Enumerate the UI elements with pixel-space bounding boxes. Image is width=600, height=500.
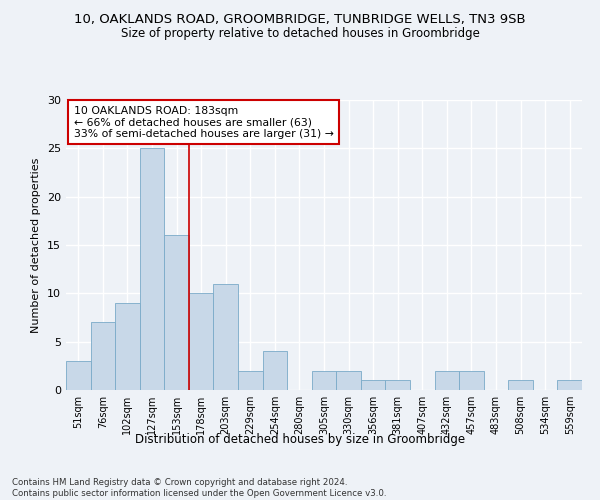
Bar [336,370,361,390]
Bar [164,236,189,390]
Text: Size of property relative to detached houses in Groombridge: Size of property relative to detached ho… [121,28,479,40]
Bar [557,380,582,390]
Bar [263,352,287,390]
Text: Contains HM Land Registry data © Crown copyright and database right 2024.
Contai: Contains HM Land Registry data © Crown c… [12,478,386,498]
Bar [508,380,533,390]
Bar [434,370,459,390]
Bar [385,380,410,390]
Y-axis label: Number of detached properties: Number of detached properties [31,158,41,332]
Bar [361,380,385,390]
Bar [459,370,484,390]
Bar [189,294,214,390]
Bar [115,303,140,390]
Bar [214,284,238,390]
Bar [66,361,91,390]
Text: 10, OAKLANDS ROAD, GROOMBRIDGE, TUNBRIDGE WELLS, TN3 9SB: 10, OAKLANDS ROAD, GROOMBRIDGE, TUNBRIDG… [74,12,526,26]
Bar [91,322,115,390]
Bar [140,148,164,390]
Text: 10 OAKLANDS ROAD: 183sqm
← 66% of detached houses are smaller (63)
33% of semi-d: 10 OAKLANDS ROAD: 183sqm ← 66% of detach… [74,106,334,139]
Text: Distribution of detached houses by size in Groombridge: Distribution of detached houses by size … [135,432,465,446]
Bar [312,370,336,390]
Bar [238,370,263,390]
